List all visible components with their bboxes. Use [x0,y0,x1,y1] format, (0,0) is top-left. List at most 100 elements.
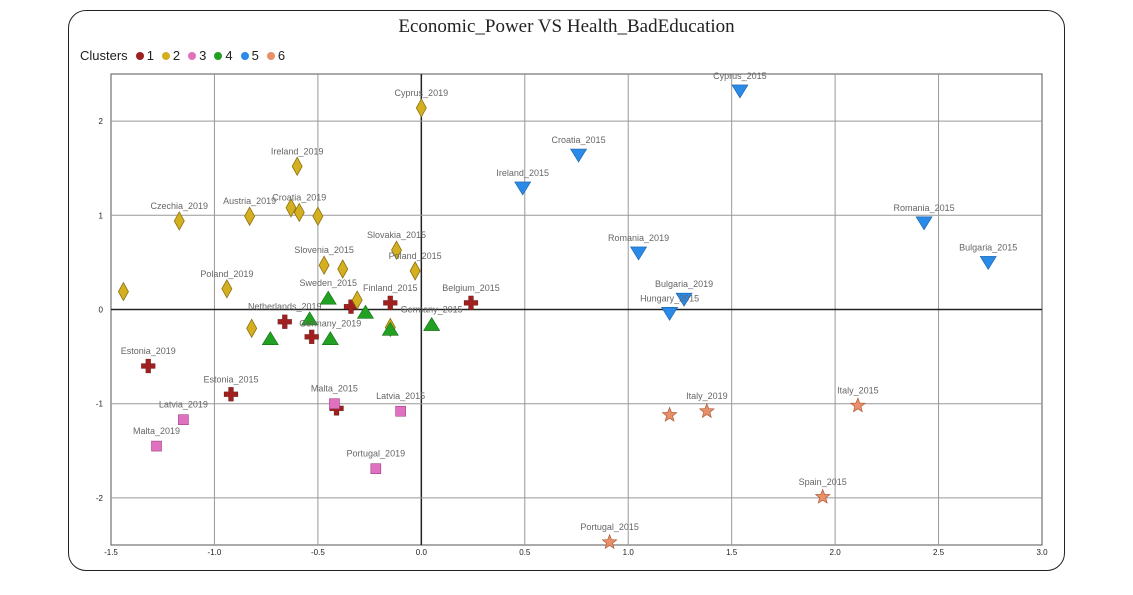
chart-frame [68,10,1065,571]
point-label: Latvia_2015 [376,391,425,401]
point-label: Sweden_2015 [299,278,357,288]
series-4: Sweden_2015 Germany_2015 Germany_2019 [261,278,463,346]
data-point-cross [383,295,398,311]
point-label: Poland_2019 [200,269,253,279]
legend-swatch [188,51,197,60]
x-tick-label: -1.5 [104,548,118,557]
legend-label: 4 [225,48,233,63]
data-point-diamond [244,206,256,227]
data-point-triangle-down [915,216,933,231]
series-3: Malta_2015 Latvia_2015 Latvia_2019 Malta_20… [133,384,425,474]
data-point-triangle-up [381,321,399,336]
legend-item-6: 6 [266,48,285,63]
x-tick-label: 1.0 [623,548,635,557]
point-label: Austria_2019 [223,196,276,206]
data-point-triangle-down [675,292,693,307]
data-point-diamond [173,211,185,231]
x-tick-label: 2.0 [830,548,842,557]
data-point-square [370,463,382,474]
series-1: Belgium_2015 Finland_2015 Netherlands_2019… [121,283,500,416]
data-point-cross [223,387,239,402]
point-label: Netherlands_2019 [248,302,322,312]
data-point-triangle-down [570,148,588,163]
point-label: Hungary_2015 [640,293,699,303]
data-point-diamond [291,156,303,177]
data-point-triangle-down [630,246,648,261]
data-point-triangle-up [319,290,337,305]
point-label: Portugal_2015 [580,522,639,532]
point-label: Bulgaria_2015 [959,242,1017,252]
data-point-triangle-up [301,311,319,326]
series-6: Italy_2015 Italy_2019 Spain_2015 Portugal_2… [580,386,879,549]
data-point-diamond [351,290,363,310]
y-tick-label: 2 [99,117,104,126]
x-tick-label: 2.5 [933,548,945,557]
point-label: Ireland_2015 [496,168,549,178]
point-label: Cyprus_2015 [713,71,767,81]
x-tick-label: -1.0 [208,548,222,557]
data-point-cross [463,295,479,311]
point-label: Romania_2019 [608,233,669,243]
point-label: Italy_2019 [686,391,728,401]
point-label: Latvia_2019 [159,400,208,410]
chart-title: Economic_Power VS Health_BadEducation [398,16,735,37]
data-point-diamond [312,206,324,227]
legend-swatch [161,51,170,60]
data-point-diamond [415,98,427,118]
data-point-diamond [409,261,421,281]
point-label: Czechia_2019 [150,201,208,211]
data-point-triangle-up [356,304,375,319]
point-label: Slovenia_2015 [294,245,354,255]
data-point-diamond [221,278,233,299]
data-point-star [814,488,831,504]
legend-swatch [266,51,275,60]
x-tick-label: -0.5 [311,548,325,557]
legend: Clusters 1 2 3 4 5 6 [80,48,285,63]
data-point-triangle-down [731,84,749,99]
point-label: Romania_2015 [894,203,955,213]
point-label: Germany_2015 [401,305,463,315]
legend-item-1: 1 [135,48,154,63]
data-point-diamond [391,240,402,260]
y-tick-label: 0 [99,306,104,315]
legend-item-5: 5 [240,48,259,63]
data-point-cross [343,299,359,314]
x-tick-label: 0.5 [519,548,531,557]
legend-item-2: 2 [161,48,181,63]
data-point-diamond [318,255,330,276]
legend-swatch [135,51,144,60]
data-point-square [329,398,340,410]
legend-item-3: 3 [188,48,206,63]
data-point-diamond [337,259,349,279]
point-label: Poland_2015 [389,251,442,261]
data-point-triangle-down [661,306,679,321]
legend-label: 2 [172,48,181,63]
x-tick-label: 0.0 [416,548,428,557]
point-label: Malta_2015 [311,384,358,394]
data-point-triangle-up [423,316,441,331]
data-point-triangle-down [979,256,997,270]
x-tick-label: 1.5 [726,548,738,557]
point-label: Spain_2015 [799,477,847,487]
data-point-diamond [293,202,305,223]
data-point-square [178,414,189,426]
point-label: Slovakia_2015 [367,230,426,240]
point-label: Ireland_2019 [271,146,324,156]
point-label: Cyprus_2019 [395,88,449,98]
data-point-triangle-up [321,331,339,346]
legend-swatch [214,51,223,60]
data-point-diamond [285,197,297,218]
data-point-cross [277,314,293,329]
point-label: Croatia_2019 [272,192,326,202]
point-label: Croatia_2015 [552,135,606,145]
data-point-star [601,533,618,549]
point-label: Portugal_2019 [347,449,406,459]
data-point-star [661,406,678,422]
point-label: Italy_2015 [837,386,879,396]
point-label: Finland_2015 [363,283,418,293]
series-2: Cyprus_2019 Ireland_2019 Czechia_2019 Austr… [117,88,449,339]
data-point-diamond [246,318,258,339]
data-point-cross [140,358,156,374]
point-label: Malta_2019 [133,426,180,436]
